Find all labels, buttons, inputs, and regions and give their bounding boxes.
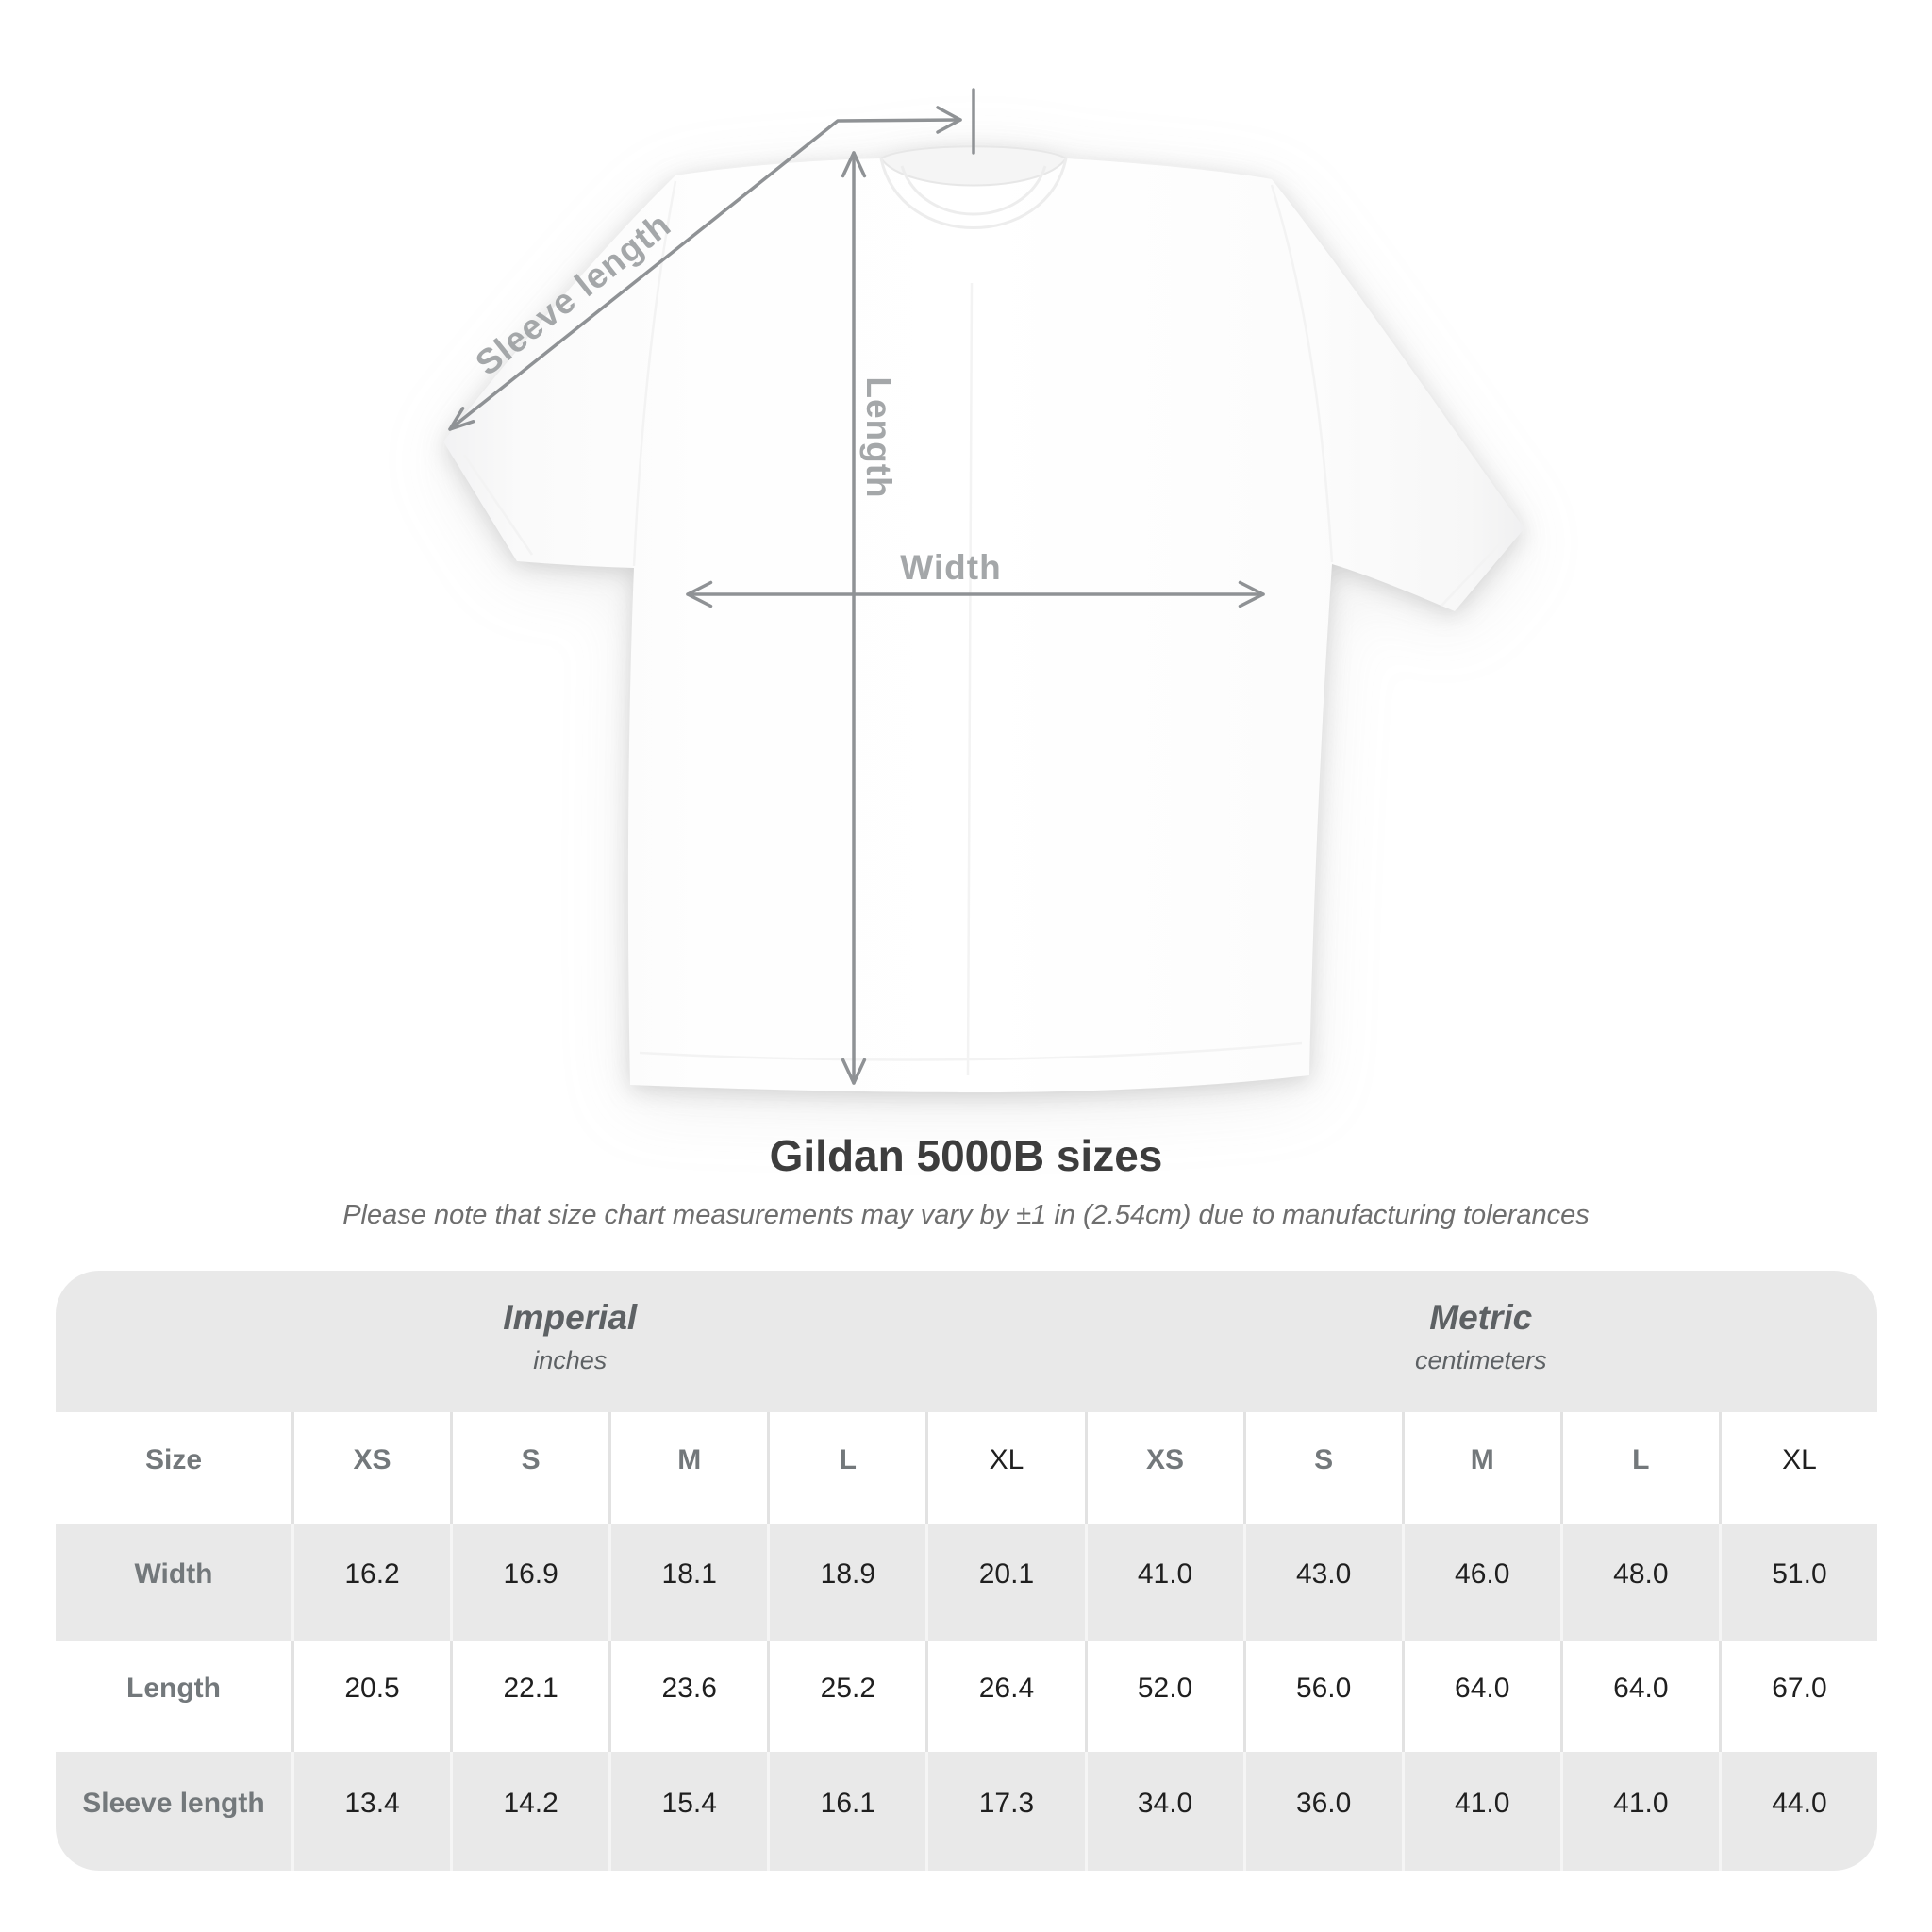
- width-label: Width: [900, 548, 1001, 587]
- table-cell: 41.0: [1559, 1752, 1719, 1871]
- table-cell: 17.3: [925, 1752, 1085, 1871]
- imperial-label: Imperial: [503, 1298, 638, 1337]
- collar-inner-seam: [900, 165, 1047, 216]
- table-cell: 64.0: [1401, 1641, 1560, 1752]
- table-cell: 48.0: [1559, 1524, 1719, 1641]
- row-label-length: Length: [56, 1641, 291, 1752]
- metric-label: Metric: [1429, 1298, 1533, 1337]
- left-armhole-seam: [632, 180, 677, 567]
- col-header-imp-s: S: [450, 1412, 609, 1524]
- col-header-imp-m: M: [608, 1412, 768, 1524]
- table-cell: 25.2: [767, 1641, 926, 1752]
- col-header-imp-xs: XS: [291, 1412, 451, 1524]
- center-crease: [966, 282, 974, 1076]
- col-header-met-l: L: [1559, 1412, 1719, 1524]
- table-cell: 22.1: [450, 1641, 609, 1752]
- tshirt-diagram: Sleeve length Length Width: [443, 88, 1524, 1092]
- table-cell: 36.0: [1242, 1752, 1402, 1871]
- table-cell: 13.4: [291, 1752, 451, 1871]
- table-cell: 15.4: [608, 1752, 768, 1871]
- left-cuff-seam: [462, 454, 534, 556]
- table-cell: 46.0: [1401, 1524, 1560, 1641]
- table-cell: 67.0: [1718, 1641, 1877, 1752]
- table-cell: 18.9: [767, 1524, 926, 1641]
- hem-seam: [639, 1041, 1303, 1061]
- right-cuff-seam: [1441, 537, 1507, 607]
- row-label-width: Width: [56, 1524, 291, 1641]
- table-cell: 43.0: [1242, 1524, 1402, 1641]
- col-header-imp-xl: XL: [925, 1412, 1085, 1524]
- col-header-size: Size: [56, 1412, 291, 1524]
- col-header-met-xs: XS: [1084, 1412, 1243, 1524]
- table-cell: 44.0: [1718, 1752, 1877, 1871]
- length-label: Length: [859, 376, 898, 498]
- col-header-met-m: M: [1401, 1412, 1560, 1524]
- table-cell: 52.0: [1084, 1641, 1243, 1752]
- size-table: Imperial inches Metric centimeters Size …: [56, 1271, 1877, 1871]
- table-cell: 23.6: [608, 1641, 768, 1752]
- col-header-met-xl: XL: [1718, 1412, 1877, 1524]
- table-cell: 51.0: [1718, 1524, 1877, 1641]
- length-measure: Length: [841, 151, 898, 1085]
- table-cell: 56.0: [1242, 1641, 1402, 1752]
- table-cell: 41.0: [1084, 1524, 1243, 1641]
- table-cell: 18.1: [608, 1524, 768, 1641]
- table-cell: 20.1: [925, 1524, 1085, 1641]
- tolerance-note: Please note that size chart measurements…: [342, 1200, 1590, 1230]
- page-title: Gildan 5000B sizes: [769, 1131, 1163, 1180]
- width-measure: Width: [686, 548, 1265, 608]
- metric-unit: centimeters: [1414, 1346, 1547, 1375]
- table-cell: 16.9: [450, 1524, 609, 1641]
- table-cell: 16.2: [291, 1524, 451, 1641]
- table-cell: 14.2: [450, 1752, 609, 1871]
- row-label-sleeve-length: Sleeve length: [56, 1752, 291, 1871]
- table-cell: 64.0: [1559, 1641, 1719, 1752]
- tshirt-illustration: [443, 145, 1524, 1092]
- table-cell: 26.4: [925, 1641, 1085, 1752]
- imperial-unit: inches: [533, 1346, 608, 1375]
- table-cell: 41.0: [1401, 1752, 1560, 1871]
- right-armhole-seam: [1270, 184, 1334, 563]
- table-cell: 34.0: [1084, 1752, 1243, 1871]
- col-header-met-s: S: [1242, 1412, 1402, 1524]
- metric-group-header: Metric centimeters: [1084, 1271, 1877, 1412]
- imperial-group-header: Imperial inches: [56, 1271, 1085, 1412]
- table-cell: 20.5: [291, 1641, 451, 1752]
- collar-outer-seam: [879, 158, 1068, 229]
- col-header-imp-l: L: [767, 1412, 926, 1524]
- table-cell: 16.1: [767, 1752, 926, 1871]
